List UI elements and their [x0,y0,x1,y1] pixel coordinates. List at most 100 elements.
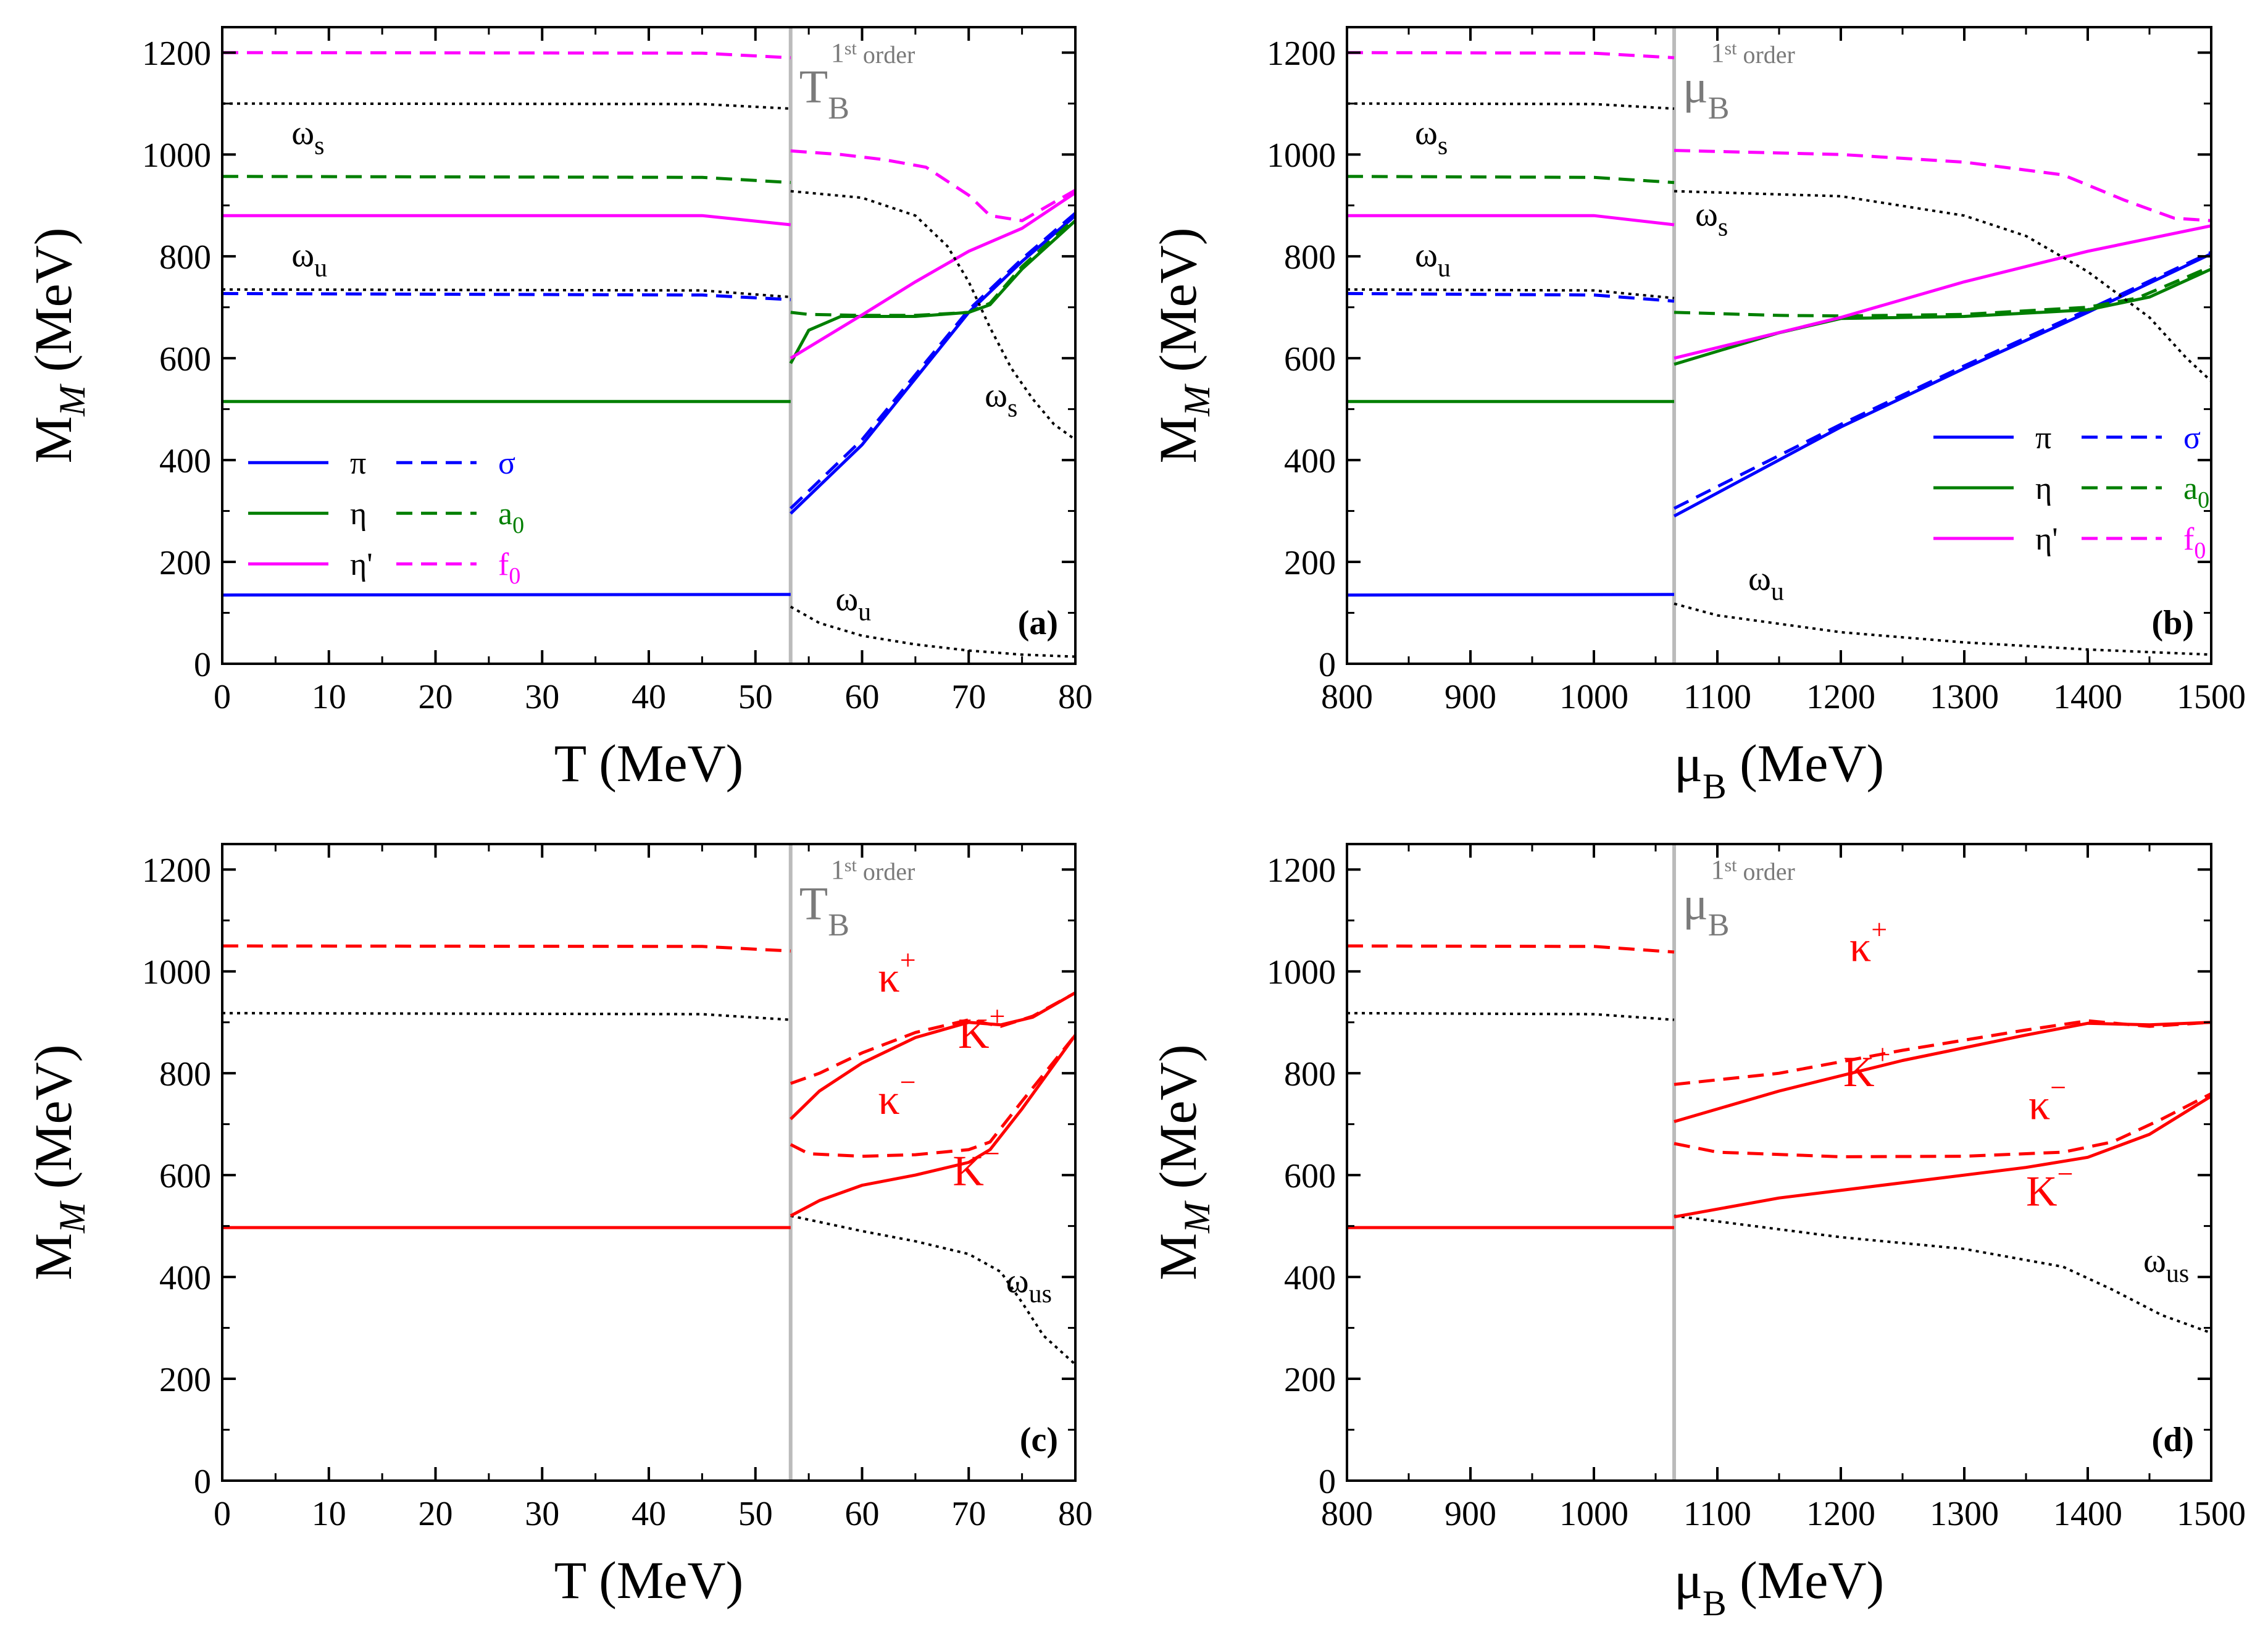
y-tick-label: 400 [159,1259,211,1297]
y-label-main: M [23,1233,83,1280]
y-label-main: M [1148,416,1207,463]
curve-label-2: ωs [985,376,1017,422]
transition-label-sub: B [1708,91,1730,126]
curve-label-sub: u [1438,254,1451,283]
curve-label-4: ωus [2143,1242,2189,1288]
curve-label-1: ωu [1415,236,1451,283]
y-tick-label: 1000 [142,136,211,175]
y-tick-label: 1000 [1267,136,1336,175]
x-tick-label: 50 [738,1495,773,1533]
x-tick-label: 1100 [1683,1495,1751,1533]
curve-label-main: K [958,1010,990,1058]
y-axis-label: MM (MeV) [23,1045,93,1281]
x-tick-label: 20 [419,1495,453,1533]
x-tick-label: 10 [312,678,346,716]
y-tick-label: 400 [1284,1259,1336,1297]
series-line-2-seg-1 [1674,267,2211,366]
x-tick-label: 1100 [1683,678,1751,716]
x-tick-label: 40 [632,1495,666,1533]
x-tick-label: 40 [632,678,666,716]
y-tick-label: 800 [159,1055,211,1094]
x-axis-label: T (MeV) [554,1550,744,1610]
series-line-3-seg-0 [222,175,791,185]
transition-label-order: order [1736,858,1795,885]
curve-label-sub: s [1718,214,1728,242]
panel-tag: (d) [2152,1421,2194,1459]
series-group [222,51,1075,658]
curve-label-main: κ [878,1076,899,1124]
x-label-unit: (MeV) [1727,1550,1885,1610]
curve-label-2: ωs [1695,196,1728,242]
curve-label-sub: u [1771,577,1784,606]
panel-a: 0 10 20 30 40 50 60 70 80020040060080010001200MM… [23,26,1093,793]
series-line-4-seg-1 [790,191,1075,360]
y-tick-label: 400 [159,442,211,480]
curve-label-main: ω [291,114,314,153]
series-line-3-seg-0 [1347,175,1675,185]
y-tick-label: 1000 [1267,953,1336,992]
curve-label-sup: − [984,1138,1000,1169]
series-line-3-seg-0 [1674,1021,2211,1123]
y-tick-label: 800 [1284,238,1336,277]
y-tick-label: 1200 [1267,851,1336,890]
series-line-4-seg-0 [790,991,1075,1085]
curve-label-2: κ− [2028,1071,2066,1129]
legend-dashed-sub: 0 [509,563,520,589]
legend-solid-label: η' [350,547,373,582]
series-line-6-seg-0 [1347,102,1675,110]
series-group [1347,51,2211,656]
curve-label-2: κ− [878,1066,915,1124]
y-axis-label: MM (MeV) [1148,1045,1217,1281]
transition-label-sup: 1 [831,855,844,885]
x-tick-label: 20 [419,678,453,716]
series-line-4-seg-0 [1347,214,1675,227]
panel-c: 0 10 20 30 40 50 60 70 80020040060080010001200MM… [23,843,1093,1610]
series-line-7-seg-1 [790,605,1075,658]
curve-label-main: K [953,1148,984,1195]
y-tick-label: 600 [159,340,211,379]
curve-label-sub: u [314,254,327,283]
transition-label-order: order [857,41,915,69]
series-line-1-seg-0 [1347,291,1675,303]
series-line-3-seg-0 [790,991,1075,1121]
y-axis-label: MM (MeV) [1148,228,1217,464]
curve-label-sub: s [1438,132,1448,161]
curve-label-main: ω [985,376,1007,414]
y-label-main: M [1148,1233,1207,1280]
curve-label-sup: + [1875,1039,1891,1070]
curve-label-0: ωs [1415,114,1448,161]
y-tick-label: 600 [159,1157,211,1195]
transition-label-main: T [799,61,828,113]
x-tick-label: 800 [1321,678,1373,716]
transition-label-sup2: st [1724,855,1737,876]
x-tick-label: 70 [951,678,986,716]
y-tick-label: 200 [1284,544,1336,582]
transition-label-main: μ [1683,878,1708,930]
series-group [1347,944,2211,1334]
axes-frame [1346,26,2212,665]
transition-label: μB 1st order [1683,855,1795,943]
curve-label-0: κ+ [878,944,915,1002]
panel-tag: (c) [1020,1421,1058,1459]
curve-label-sub: s [314,132,324,161]
series-line-5-seg-0 [1347,51,1675,59]
x-tick-label: 70 [951,1495,986,1533]
series-line-1-seg-0 [1347,944,1675,954]
series-line-6-seg-0 [790,1034,1075,1218]
y-label-subscript: M [52,383,93,417]
x-tick-label: 80 [1058,678,1093,716]
legend-dashed-main: f [498,547,509,582]
transition-label: μB 1st order [1683,38,1795,126]
curve-label-main: ω [1415,114,1438,153]
x-tick-label: 1200 [1806,1495,1875,1533]
legend-dashed-label: a0 [2183,471,2209,513]
transition-label-main: T [799,878,828,930]
x-tick-label: 30 [525,1495,559,1533]
series-line-5-seg-0 [222,51,791,59]
x-label-mu: μ [1674,1550,1703,1610]
curve-label-1: K+ [958,1000,1006,1058]
x-label-subscript: B [1703,766,1727,806]
curve-label-0: ωs [291,114,324,161]
curve-label-sup: + [1871,914,1887,945]
